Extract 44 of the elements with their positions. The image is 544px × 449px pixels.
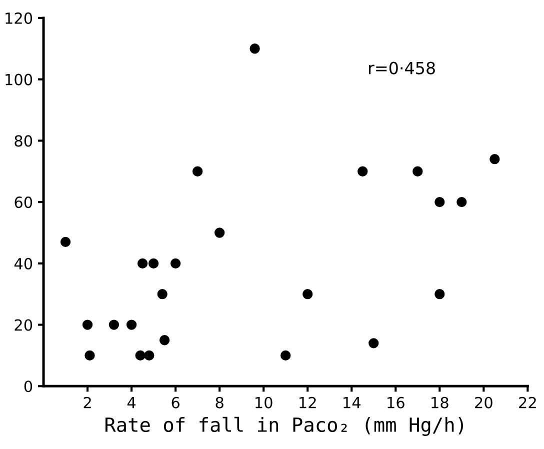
point [368, 338, 379, 348]
point [490, 154, 500, 164]
point [148, 258, 159, 268]
point [108, 320, 120, 330]
point [358, 166, 368, 176]
point [412, 166, 423, 176]
point [60, 236, 71, 248]
y-tick-label: 60 [14, 196, 32, 208]
x-tick-label: 22 [519, 396, 536, 408]
x-tick-label: 12 [300, 396, 316, 408]
annotation: r=0·458 [369, 62, 435, 74]
x-tick-label: 6 [172, 396, 180, 408]
point [170, 258, 181, 268]
point [135, 350, 146, 361]
y-tick-label: 40 [14, 258, 32, 270]
point [302, 289, 313, 300]
point [280, 350, 291, 361]
point [434, 289, 445, 300]
x-tick-label: 4 [127, 397, 136, 408]
point [137, 258, 148, 268]
y-tick-label: 100 [6, 74, 32, 86]
x-tick-label: 18 [432, 396, 448, 408]
point [126, 320, 137, 330]
point [456, 196, 467, 208]
y-tick-label: 80 [14, 135, 32, 147]
point [192, 166, 203, 176]
point [157, 289, 168, 300]
point [250, 44, 260, 54]
x-tick-label: 20 [475, 396, 492, 408]
point [434, 196, 445, 208]
point [159, 335, 170, 346]
point [144, 350, 154, 361]
x-tick-label: 8 [216, 396, 224, 408]
x-axis-title: Rate of fall in Paco₂ (mm Hg/h) [106, 416, 464, 436]
point [214, 228, 225, 238]
y-tick-label: 0 [24, 380, 32, 392]
x-tick-label: 16 [388, 396, 404, 408]
point [84, 350, 95, 361]
point [82, 320, 93, 330]
x-tick-label: 2 [84, 396, 91, 408]
y-tick-label: 20 [14, 319, 32, 331]
y-tick-label: 120 [6, 12, 32, 24]
x-tick-label: 10 [256, 396, 272, 408]
x-tick-label: 14 [344, 397, 360, 408]
